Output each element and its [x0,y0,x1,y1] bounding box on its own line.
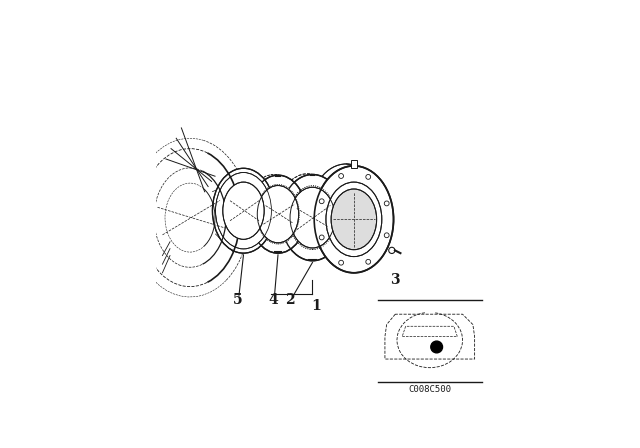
Bar [351,160,357,168]
Circle shape [339,260,344,265]
Ellipse shape [257,185,300,244]
Ellipse shape [278,174,337,253]
Ellipse shape [331,189,376,250]
Ellipse shape [290,187,335,248]
Ellipse shape [212,168,275,253]
Ellipse shape [250,175,307,253]
Text: C008C500: C008C500 [408,384,451,393]
Ellipse shape [216,172,271,249]
Circle shape [366,259,371,264]
Ellipse shape [248,174,300,247]
Ellipse shape [314,166,394,273]
Text: 4: 4 [268,293,278,307]
Circle shape [366,174,371,179]
Ellipse shape [326,182,382,257]
Circle shape [339,173,344,178]
Text: 3: 3 [390,273,400,287]
Ellipse shape [257,185,299,243]
Ellipse shape [289,186,336,250]
Circle shape [384,201,389,206]
Circle shape [431,341,442,353]
Text: 5: 5 [232,293,242,307]
Ellipse shape [310,164,383,263]
Circle shape [319,199,324,204]
Ellipse shape [281,174,344,261]
Circle shape [384,233,389,238]
Circle shape [319,235,324,240]
Ellipse shape [223,182,264,239]
Ellipse shape [319,177,374,250]
Circle shape [388,247,395,254]
Text: 1: 1 [311,298,321,313]
Text: 2: 2 [285,293,295,307]
